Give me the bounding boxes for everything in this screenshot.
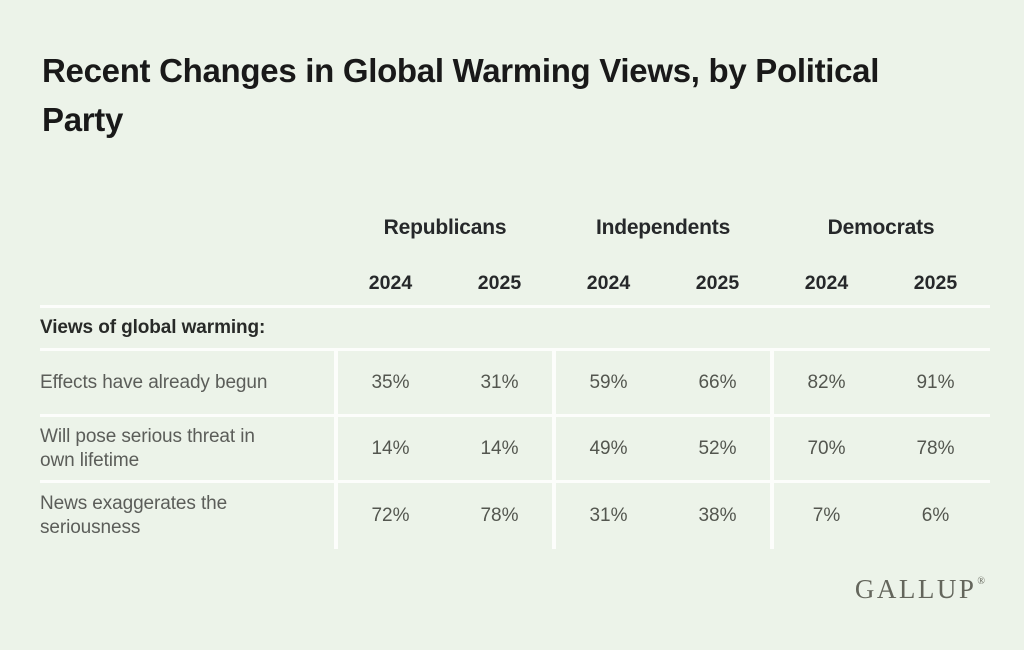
page-title: Recent Changes in Global Warming Views, … [42,52,880,138]
table-row-serious-threat: Will pose serious threat in own lifetime… [40,417,990,483]
value-ind-2025: 52% [698,437,737,459]
row-label: Effects have already begun [40,371,268,393]
row-label: Will pose serious threat in own lifetime [40,425,255,471]
value-ind-2025: 66% [698,371,737,393]
table-body: Effects have already begun 35% 31% 59% 6… [40,351,990,549]
value-rep-2024: 72% [371,505,410,526]
value-dem-2025: 6% [921,505,950,526]
value-rep-2024: 35% [371,371,410,393]
value-ind-2024: 59% [589,371,628,393]
year-header-dem-2024: 2024 [804,271,849,294]
year-header-ind-2025: 2025 [695,271,740,294]
column-divider [552,351,556,549]
value-rep-2025: 78% [480,505,519,526]
survey-table: Republicans Independents Democrats 2024 … [40,209,990,549]
value-rep-2025: 31% [480,371,519,393]
value-ind-2024: 49% [589,437,628,459]
value-ind-2024: 31% [589,505,628,526]
value-rep-2024: 14% [371,437,410,459]
table-row-effects-begun: Effects have already begun 35% 31% 59% 6… [40,351,990,417]
year-header-rep-2025: 2025 [477,271,522,294]
party-header-republicans: Republicans [383,216,507,239]
registered-trademark-icon: ® [977,576,985,587]
gallup-logo: GALLUP® [854,574,985,605]
year-header-rep-2024: 2024 [368,271,413,294]
value-dem-2025: 78% [916,437,955,459]
column-divider [334,351,338,549]
party-header-democrats: Democrats [827,216,935,239]
gallup-wordmark: GALLUP [854,574,977,604]
section-header-row: Views of global warming: [40,305,990,351]
year-header-ind-2024: 2024 [586,271,631,294]
party-header-independents: Independents [595,216,731,239]
value-ind-2025: 38% [698,505,737,526]
table-row-news-exaggerates: News exaggerates the seriousness 72% 78%… [40,483,990,549]
value-dem-2024: 70% [807,437,846,459]
party-header-row: Republicans Independents Democrats [40,209,990,247]
value-rep-2025: 14% [480,437,519,459]
value-dem-2024: 82% [807,371,846,393]
year-header-row: 2024 2025 2024 2025 2024 2025 [40,261,990,305]
row-label: News exaggerates the seriousness [40,493,228,538]
column-divider [770,351,774,549]
section-header-label: Views of global warming: [40,317,266,338]
year-header-dem-2025: 2025 [913,271,958,294]
value-dem-2024: 7% [812,505,841,526]
value-dem-2025: 91% [916,371,955,393]
